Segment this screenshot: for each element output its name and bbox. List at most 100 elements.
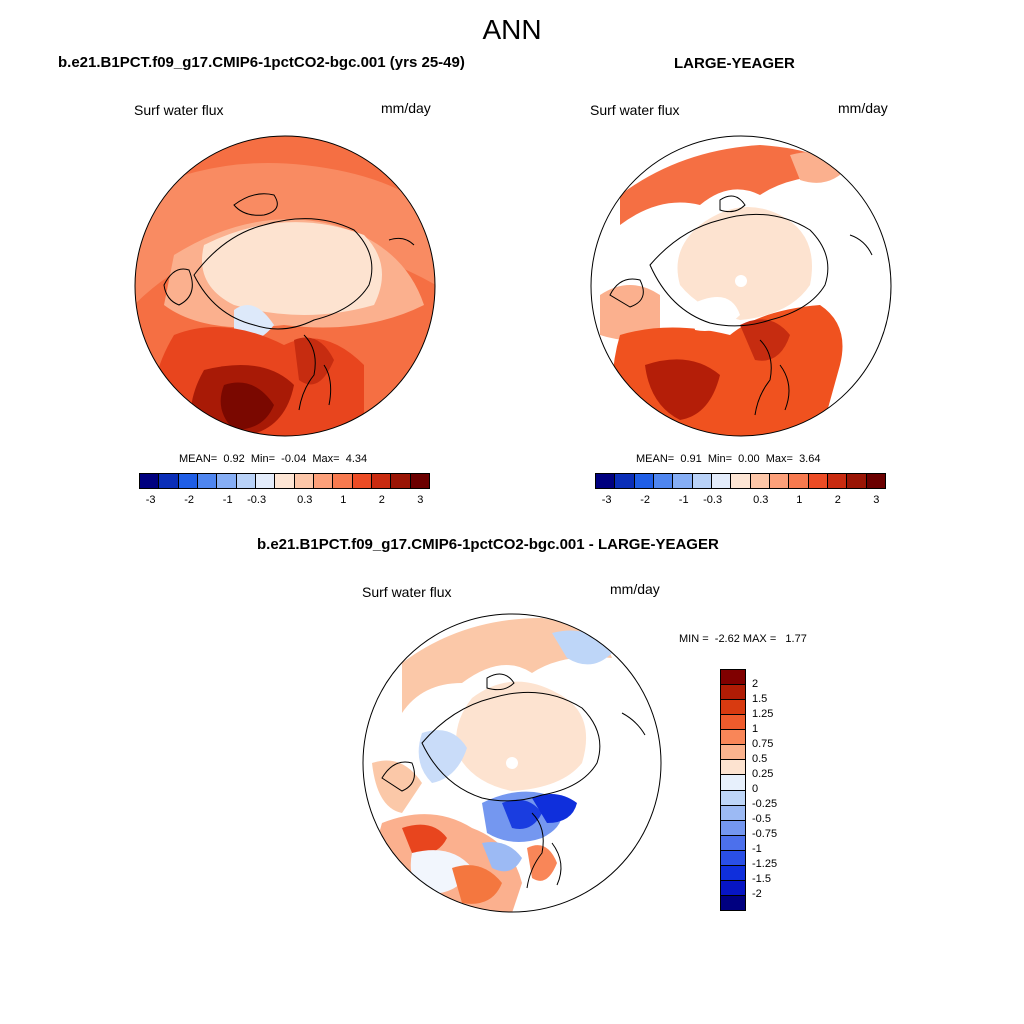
- left-max-value: 4.34: [345, 453, 368, 465]
- colorbar-tick-label: -0.5: [752, 813, 771, 825]
- diff-variable-label: Surf water flux: [362, 584, 452, 600]
- colorbar-swatch: [711, 474, 732, 488]
- colorbar-swatch: [721, 835, 745, 851]
- colorbar-tick-label: -1: [678, 494, 689, 506]
- page-title: ANN: [482, 14, 542, 45]
- right-variable-label: Surf water flux: [590, 102, 680, 118]
- colorbar-swatch: [721, 730, 745, 746]
- colorbar-swatch: [294, 474, 314, 488]
- colorbar-swatch: [333, 474, 353, 488]
- right-max-value: 3.64: [799, 453, 821, 465]
- colorbar-swatch: [750, 474, 770, 488]
- colorbar-swatch: [721, 745, 745, 761]
- left-mean-value: 0.92: [223, 453, 245, 465]
- colorbar-swatch: [721, 670, 745, 686]
- colorbar-swatch: [634, 474, 654, 488]
- diff-stats: MIN = -2.62 MAX = 1.77: [679, 633, 807, 645]
- right-colorbar: [595, 473, 886, 489]
- left-mean-label: MEAN=: [179, 453, 218, 465]
- colorbar-swatch: [596, 474, 616, 488]
- colorbar-swatch: [255, 474, 276, 488]
- right-stats: MEAN= 0.91 Min= 0.00 Max= 3.64: [636, 453, 820, 465]
- colorbar-tick-label: -2: [752, 888, 762, 900]
- colorbar-tick-label: 0.5: [752, 753, 768, 765]
- colorbar-tick-label: 0.75: [752, 738, 774, 750]
- colorbar-swatch: [721, 850, 745, 866]
- colorbar-tick-label: 1.25: [752, 708, 774, 720]
- right-mean-label: MEAN=: [636, 453, 675, 465]
- diff-colorbar-ticks: 2 1.5 1.25 1 0.75 0.5 0.25 0 -0.25 -0.5 -0.75 -1 -1.…: [752, 669, 792, 911]
- colorbar-tick-label: 0.25: [752, 768, 774, 780]
- colorbar-swatch: [866, 474, 885, 488]
- colorbar-tick-label: -2: [640, 494, 651, 506]
- diff-panel-title: b.e21.B1PCT.f09_g17.CMIP6-1pctCO2-bgc.00…: [257, 536, 719, 553]
- colorbar-swatch: [721, 715, 745, 731]
- left-colorbar: [139, 473, 430, 489]
- colorbar-tick-label: 1: [752, 723, 759, 735]
- right-colorbar-ticks: -3 -2 -1 -0.3 0.3 1 2 3: [595, 494, 886, 508]
- colorbar-swatch: [721, 895, 745, 910]
- colorbar-swatch: [692, 474, 712, 488]
- colorbar-swatch: [313, 474, 334, 488]
- colorbar-swatch: [352, 474, 372, 488]
- colorbar-tick-label: -0.3: [247, 494, 267, 506]
- colorbar-swatch: [827, 474, 848, 488]
- diff-min-value: -2.62: [714, 633, 740, 645]
- colorbar-tick-label: -1: [222, 494, 233, 506]
- right-max-label: Max=: [765, 453, 793, 465]
- diff-polar-map: [362, 613, 662, 913]
- left-min-label: Min=: [250, 453, 276, 465]
- colorbar-swatch: [217, 474, 237, 488]
- colorbar-swatch: [769, 474, 790, 488]
- colorbar-tick-label: 2: [834, 494, 841, 506]
- right-units-label: mm/day: [838, 100, 888, 116]
- left-colorbar-ticks: -3 -2 -1 -0.3 0.3 1 2 3: [139, 494, 430, 508]
- colorbar-tick-label: 0: [752, 783, 759, 795]
- colorbar-tick-label: 3: [873, 494, 880, 506]
- colorbar-swatch: [140, 474, 160, 488]
- colorbar-swatch: [410, 474, 429, 488]
- colorbar-swatch: [721, 805, 745, 821]
- colorbar-swatch: [673, 474, 693, 488]
- left-min-value: -0.04: [281, 453, 307, 465]
- diff-colorbar: [720, 669, 746, 911]
- colorbar-swatch: [653, 474, 674, 488]
- right-polar-map: [590, 135, 892, 437]
- left-stats: MEAN= 0.92 Min= -0.04 Max= 4.34: [179, 453, 367, 465]
- colorbar-tick-label: 3: [417, 494, 424, 506]
- left-units-label: mm/day: [381, 100, 431, 116]
- colorbar-swatch: [391, 474, 411, 488]
- colorbar-tick-label: 1: [340, 494, 347, 506]
- right-min-value: 0.00: [738, 453, 760, 465]
- colorbar-tick-label: 2: [752, 678, 759, 690]
- right-mean-value: 0.91: [680, 453, 702, 465]
- colorbar-tick-label: -0.25: [752, 798, 778, 810]
- colorbar-tick-label: -1: [752, 843, 762, 855]
- colorbar-tick-label: -1.25: [752, 858, 778, 870]
- colorbar-tick-label: -0.3: [703, 494, 723, 506]
- colorbar-swatch: [721, 685, 745, 701]
- colorbar-swatch: [371, 474, 392, 488]
- left-panel-title: b.e21.B1PCT.f09_g17.CMIP6-1pctCO2-bgc.00…: [58, 54, 465, 71]
- diff-units-label: mm/day: [610, 581, 660, 597]
- colorbar-swatch: [808, 474, 828, 488]
- colorbar-tick-label: -3: [601, 494, 612, 506]
- right-panel-title: LARGE-YEAGER: [674, 55, 795, 72]
- colorbar-tick-label: 2: [378, 494, 385, 506]
- colorbar-swatch: [615, 474, 635, 488]
- colorbar-tick-label: 1.5: [752, 693, 768, 705]
- colorbar-swatch: [721, 880, 745, 896]
- colorbar-tick-label: 0.3: [297, 494, 313, 506]
- left-variable-label: Surf water flux: [134, 102, 224, 118]
- colorbar-tick-label: 0.3: [753, 494, 769, 506]
- colorbar-tick-label: 1: [796, 494, 803, 506]
- diff-max-value: 1.77: [785, 633, 807, 645]
- left-polar-map: [134, 135, 436, 437]
- colorbar-tick-label: -1.5: [752, 873, 771, 885]
- colorbar-swatch: [847, 474, 867, 488]
- colorbar-swatch: [236, 474, 256, 488]
- left-max-label: Max=: [312, 453, 340, 465]
- colorbar-tick-label: -0.75: [752, 828, 778, 840]
- right-min-label: Min=: [707, 453, 733, 465]
- colorbar-swatch: [721, 775, 745, 791]
